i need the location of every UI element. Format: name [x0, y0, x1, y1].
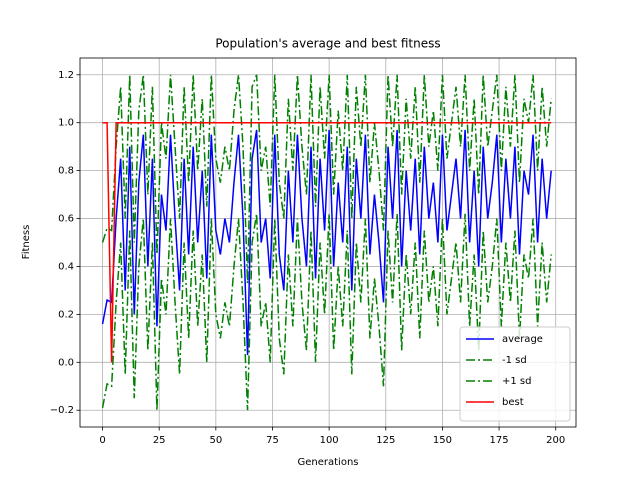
x-axis-label: Generations [298, 457, 359, 468]
y-tick-label: 0.6 [58, 214, 74, 225]
y-axis-label: Fitness [21, 225, 32, 260]
legend: average -1 sd +1 sd best [459, 326, 571, 422]
plot-frame [79, 57, 577, 428]
x-tick-label: 50 [209, 435, 222, 446]
legend-box [459, 326, 571, 422]
x-tick-label: 150 [433, 435, 452, 446]
series-line [101, 213, 552, 411]
series-line [101, 129, 552, 356]
legend-label: average [502, 334, 543, 345]
legend-label: -1 sd [502, 355, 527, 366]
series-line [102, 121, 552, 363]
legend-label: best [502, 397, 524, 408]
x-tick-label: 25 [153, 435, 166, 446]
y-tick-label: 1.2 [58, 70, 74, 81]
chart-title: Population's average and best fitness [215, 37, 440, 51]
y-tick-label: 0.8 [58, 166, 74, 177]
x-tick-label: 0 [99, 435, 105, 446]
y-tick-label: 1.0 [58, 118, 74, 129]
x-tick-label: 75 [266, 435, 279, 446]
y-tick-label: 0.4 [58, 261, 74, 272]
x-tick-label: 125 [376, 435, 395, 446]
y-tick-label: −0.2 [50, 405, 74, 416]
x-tick-label: 100 [320, 435, 339, 446]
legend-label: +1 sd [502, 376, 531, 387]
x-tick-label: 200 [546, 435, 565, 446]
series-line [101, 74, 552, 284]
y-tick-label: 0.2 [58, 309, 74, 320]
x-tick-label: 175 [490, 435, 509, 446]
y-tick-label: 0.0 [58, 357, 74, 368]
